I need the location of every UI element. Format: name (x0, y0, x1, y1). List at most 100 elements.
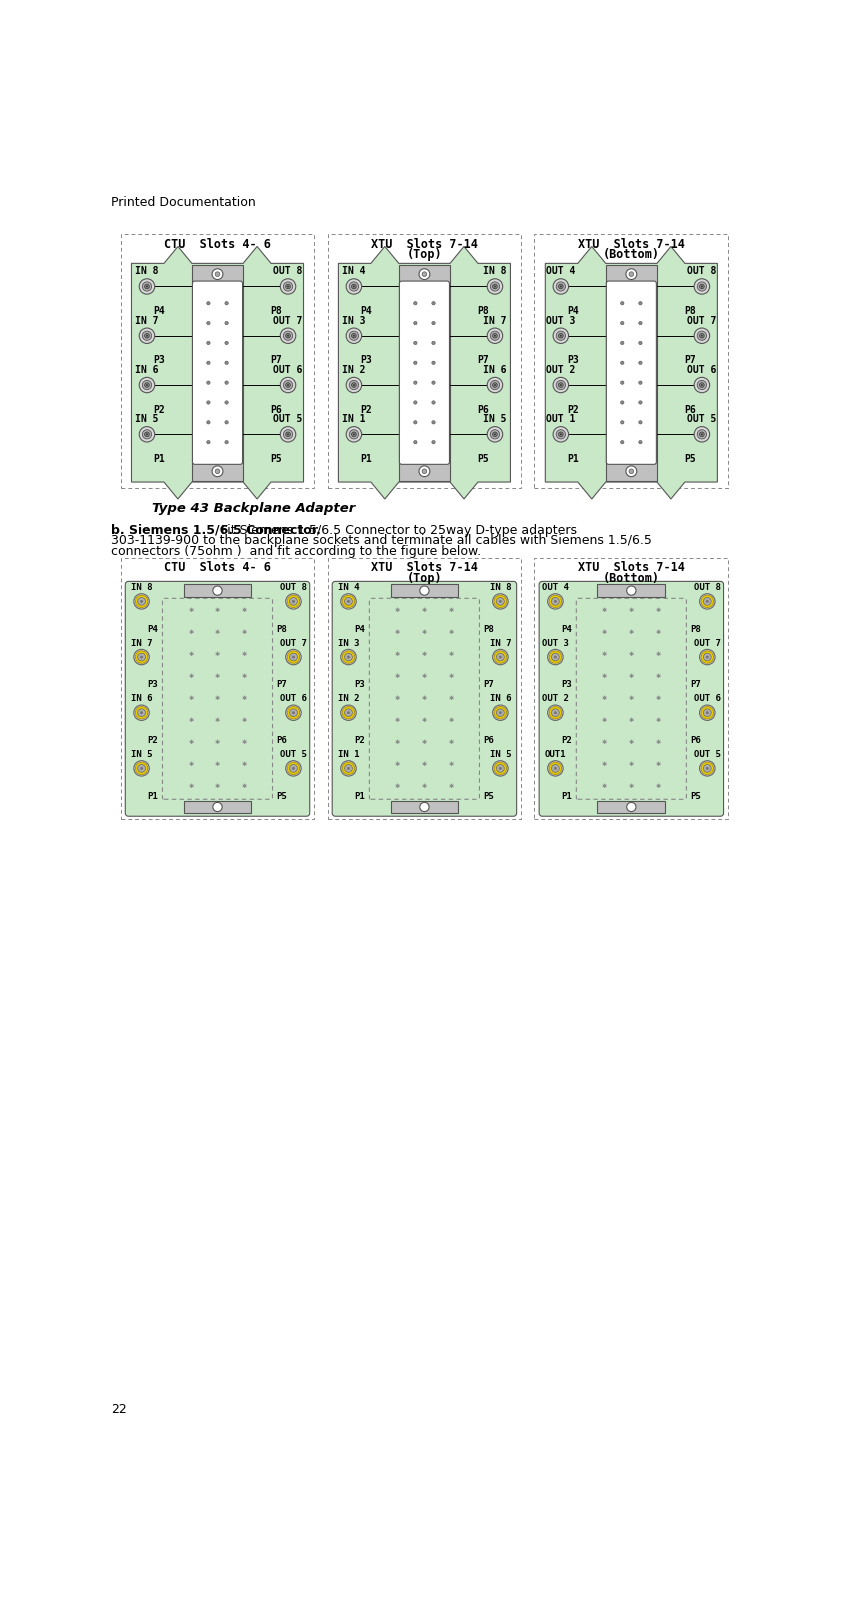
Circle shape (353, 433, 355, 435)
Circle shape (552, 654, 559, 662)
Text: XTU  Slots 7-14: XTU Slots 7-14 (371, 238, 478, 251)
Text: OUT 5: OUT 5 (273, 414, 303, 425)
Text: ✱: ✱ (448, 785, 454, 789)
Circle shape (556, 430, 565, 439)
Text: ✱: ✱ (241, 609, 247, 614)
Circle shape (431, 380, 435, 385)
Text: IN 5: IN 5 (484, 414, 506, 425)
Circle shape (706, 767, 709, 770)
Text: ✱: ✱ (448, 652, 454, 657)
Text: P8: P8 (484, 625, 495, 634)
Circle shape (487, 377, 503, 393)
Circle shape (283, 331, 293, 340)
Text: ✱: ✱ (241, 674, 247, 679)
Circle shape (135, 594, 148, 607)
Text: ✱: ✱ (655, 652, 661, 657)
Circle shape (134, 705, 150, 721)
Circle shape (422, 468, 426, 473)
Circle shape (414, 342, 417, 345)
Circle shape (490, 430, 500, 439)
Circle shape (419, 268, 430, 280)
Circle shape (420, 586, 429, 594)
Text: OUT 6: OUT 6 (694, 695, 721, 703)
Text: OUT 7: OUT 7 (280, 639, 307, 647)
Circle shape (556, 380, 565, 390)
Text: XTU  Slots 7-14: XTU Slots 7-14 (578, 238, 685, 251)
Text: ✱: ✱ (214, 697, 220, 702)
Text: ✱: ✱ (395, 785, 400, 789)
Circle shape (422, 272, 426, 276)
Text: ✱: ✱ (188, 652, 193, 657)
Circle shape (349, 331, 358, 340)
Text: ✱: ✱ (214, 785, 220, 789)
Circle shape (547, 761, 563, 777)
Circle shape (431, 321, 435, 324)
Circle shape (697, 281, 706, 291)
Text: ✱: ✱ (214, 762, 220, 767)
Circle shape (554, 599, 557, 602)
Circle shape (706, 711, 709, 714)
Circle shape (638, 361, 643, 364)
Bar (120, 558, 315, 820)
Circle shape (549, 650, 562, 663)
Circle shape (289, 710, 298, 716)
Circle shape (701, 650, 713, 663)
Circle shape (495, 650, 506, 663)
Circle shape (560, 384, 562, 387)
Text: IN 1: IN 1 (342, 414, 366, 425)
Text: OUT 4: OUT 4 (546, 267, 575, 276)
Text: ✱: ✱ (602, 674, 607, 679)
Circle shape (560, 286, 562, 288)
Circle shape (552, 598, 559, 606)
Text: P2: P2 (153, 404, 165, 414)
Circle shape (283, 430, 293, 439)
Circle shape (212, 467, 223, 476)
Bar (327, 235, 521, 489)
Circle shape (286, 382, 290, 387)
Text: P4: P4 (567, 307, 579, 316)
FancyBboxPatch shape (539, 582, 723, 817)
Circle shape (140, 711, 143, 714)
Text: ✱: ✱ (395, 630, 400, 636)
Text: P7: P7 (684, 355, 696, 366)
Text: ✱: ✱ (655, 718, 661, 724)
Text: P3: P3 (148, 681, 158, 689)
Text: OUT 8: OUT 8 (273, 267, 303, 276)
Circle shape (213, 802, 222, 812)
Circle shape (554, 767, 557, 770)
Text: ✱: ✱ (655, 740, 661, 745)
Circle shape (347, 599, 350, 602)
Text: IN 7: IN 7 (135, 316, 159, 326)
Circle shape (345, 710, 352, 716)
Circle shape (627, 802, 636, 812)
Circle shape (352, 431, 357, 436)
Circle shape (493, 649, 508, 665)
Circle shape (553, 377, 569, 393)
Text: ✱: ✱ (395, 674, 400, 679)
Text: P4: P4 (355, 625, 366, 634)
Text: P8: P8 (477, 307, 489, 316)
Text: ✱: ✱ (602, 785, 607, 789)
Circle shape (556, 281, 565, 291)
Text: ✱: ✱ (188, 697, 193, 702)
Circle shape (431, 441, 435, 444)
Text: ✱: ✱ (629, 718, 634, 724)
Text: P1: P1 (153, 454, 165, 463)
Text: Type 43 Backplane Adapter: Type 43 Backplane Adapter (151, 502, 355, 515)
Text: IN 3: IN 3 (342, 316, 366, 326)
Text: P4: P4 (153, 307, 165, 316)
Circle shape (146, 384, 148, 387)
Text: ✱: ✱ (655, 630, 661, 636)
Circle shape (554, 655, 557, 658)
Circle shape (140, 599, 143, 602)
Circle shape (495, 594, 506, 607)
Circle shape (621, 342, 624, 345)
Circle shape (280, 328, 296, 344)
FancyBboxPatch shape (125, 582, 309, 817)
Circle shape (140, 427, 155, 443)
Circle shape (621, 401, 624, 404)
Text: OUT 4: OUT 4 (542, 583, 569, 593)
Circle shape (494, 433, 496, 435)
Circle shape (215, 272, 220, 276)
Text: ✱: ✱ (602, 762, 607, 767)
